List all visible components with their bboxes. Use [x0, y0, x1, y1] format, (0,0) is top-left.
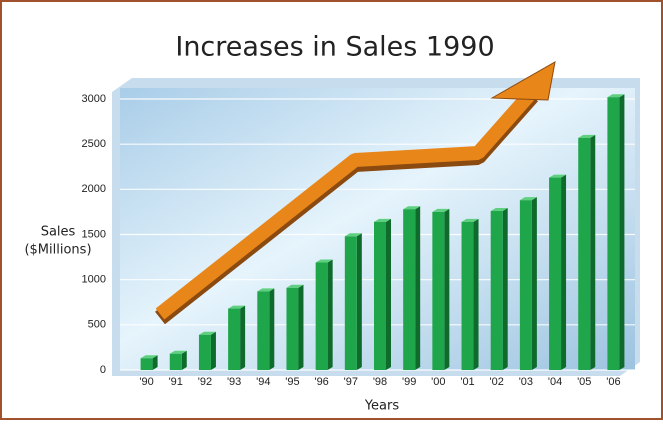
bar [491, 211, 503, 370]
bar-side [386, 219, 391, 370]
bar [316, 263, 328, 370]
y-tick-label: 2000 [82, 183, 106, 195]
x-tick-label: '01 [460, 376, 474, 388]
x-tick-label: '98 [373, 376, 387, 388]
y-axis-label: Sales [41, 225, 76, 240]
x-tick-label: '95 [285, 376, 299, 388]
bar [286, 288, 298, 370]
bar [607, 97, 619, 370]
y-axis-label: ($Millions) [24, 243, 91, 258]
bar-side [532, 197, 537, 370]
bar-side [415, 206, 420, 370]
chart: Increases in Sales 1990 Sales ($Millions… [0, 0, 663, 420]
bar-side [561, 175, 566, 370]
x-tick-label: '92 [198, 376, 212, 388]
bar-side [619, 94, 624, 370]
x-tick-label: '99 [402, 376, 416, 388]
bar [345, 236, 357, 370]
bar-side [182, 351, 187, 370]
x-tick-label: '94 [256, 376, 270, 388]
bar-side [269, 288, 274, 370]
x-tick-label: '97 [344, 376, 358, 388]
bar [199, 335, 211, 370]
x-tick-label: '05 [577, 376, 591, 388]
bar [403, 209, 415, 370]
bar [257, 291, 269, 370]
x-tick-label: '04 [548, 376, 562, 388]
y-tick-label: 3000 [82, 93, 106, 105]
x-tick-label: '93 [227, 376, 241, 388]
chart-title: Increases in Sales 1990 [175, 32, 494, 63]
x-tick-label: '90 [139, 376, 153, 388]
x-tick-label: '06 [606, 376, 620, 388]
x-tick-label: '96 [314, 376, 328, 388]
bar [549, 178, 561, 370]
x-tick-label: '00 [431, 376, 445, 388]
bar [228, 309, 240, 370]
bar-side [298, 285, 303, 370]
y-tick-label: 1500 [82, 228, 106, 240]
bar [462, 222, 474, 370]
y-tick-label: 500 [88, 319, 106, 331]
x-tick-label: '03 [519, 376, 533, 388]
bar-side [211, 332, 216, 370]
bar-side [503, 208, 508, 370]
x-tick-label: '91 [169, 376, 183, 388]
bar [141, 358, 153, 370]
bar [170, 354, 182, 370]
bar-side [474, 219, 479, 370]
bar [374, 222, 386, 370]
bar-side [357, 233, 362, 370]
bar [432, 212, 444, 370]
bar [520, 200, 532, 370]
bar-side [240, 306, 245, 370]
y-tick-label: 1000 [82, 274, 106, 286]
y-tick-label: 2500 [82, 138, 106, 150]
bar-side [590, 135, 595, 370]
bar-side [444, 209, 449, 370]
y-tick-label: 0 [100, 364, 106, 376]
bar-side [328, 260, 333, 370]
bar [578, 138, 590, 370]
x-tick-label: '02 [490, 376, 504, 388]
x-axis-label: Years [364, 399, 400, 414]
